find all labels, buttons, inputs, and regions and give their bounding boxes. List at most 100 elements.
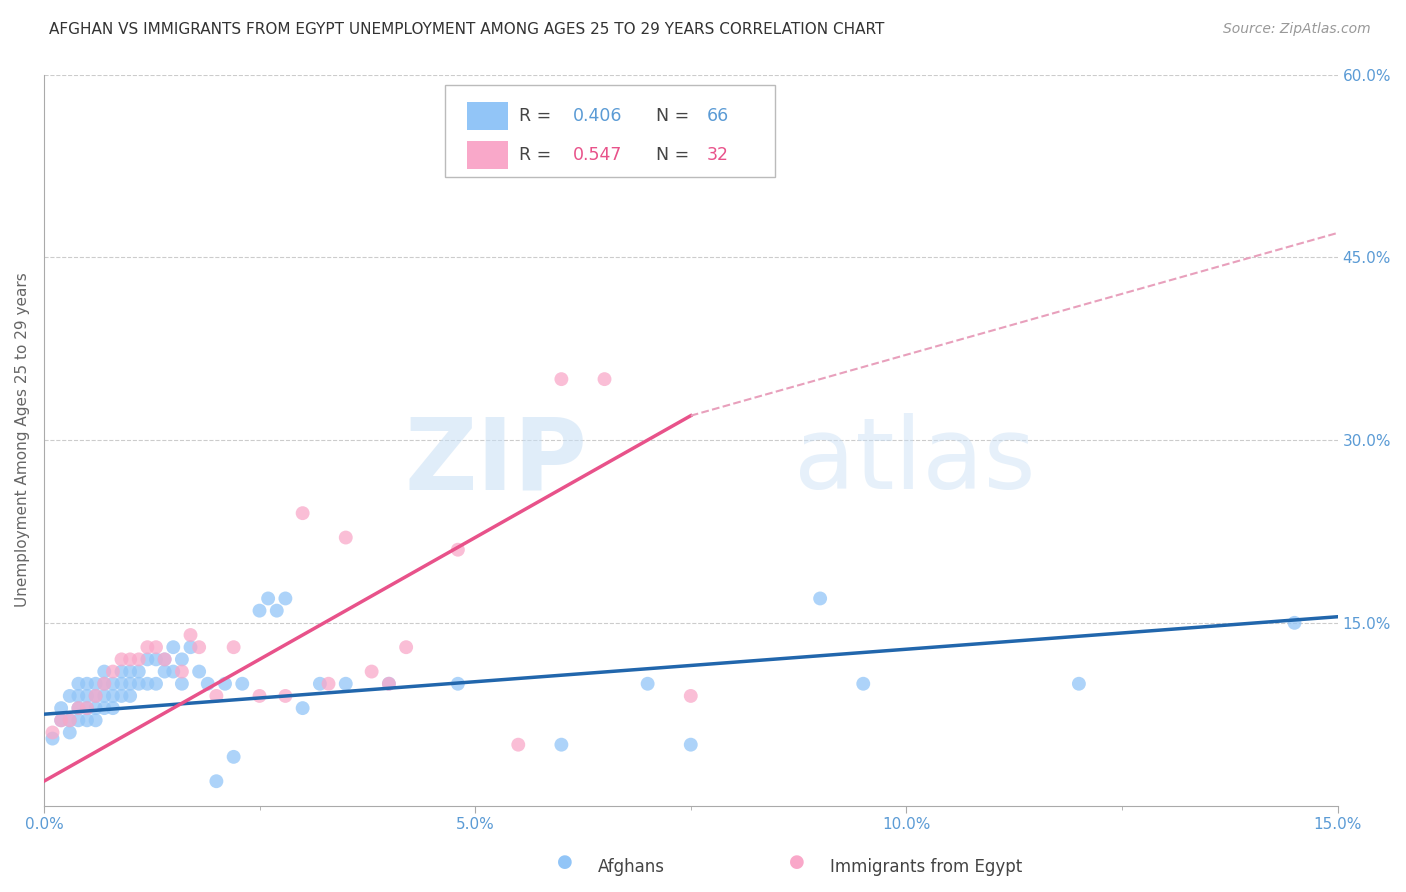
Point: [67, 677, 90, 691]
Point: [550, 372, 572, 386]
Point: [447, 677, 470, 691]
Point: [76, 689, 98, 703]
Point: [76, 714, 98, 728]
Point: [110, 652, 132, 666]
Point: [508, 738, 530, 752]
Point: [110, 689, 132, 703]
FancyBboxPatch shape: [467, 141, 509, 169]
Text: 0.406: 0.406: [574, 107, 623, 125]
Point: [136, 652, 159, 666]
Point: [110, 665, 132, 679]
Point: [679, 689, 702, 703]
FancyBboxPatch shape: [467, 103, 509, 130]
Point: [162, 665, 184, 679]
Point: [266, 604, 288, 618]
Point: [205, 774, 228, 789]
Point: [222, 749, 245, 764]
Point: [93, 677, 115, 691]
Point: [93, 665, 115, 679]
Point: [76, 701, 98, 715]
Point: [205, 689, 228, 703]
Point: [59, 725, 82, 739]
Point: [67, 714, 90, 728]
Point: [249, 689, 271, 703]
Point: [136, 640, 159, 655]
Point: [93, 701, 115, 715]
Point: [197, 677, 219, 691]
Point: [84, 689, 107, 703]
Point: [309, 677, 332, 691]
Point: [59, 714, 82, 728]
Point: [110, 677, 132, 691]
Point: [101, 689, 124, 703]
Point: [84, 689, 107, 703]
Point: [378, 677, 401, 691]
Point: [162, 640, 184, 655]
Point: [153, 652, 176, 666]
Point: [101, 665, 124, 679]
Point: [67, 689, 90, 703]
Point: [447, 542, 470, 557]
Point: [153, 652, 176, 666]
Point: [188, 665, 211, 679]
Point: [170, 652, 193, 666]
Point: [76, 677, 98, 691]
Point: [136, 677, 159, 691]
Point: [120, 689, 142, 703]
Point: [360, 665, 382, 679]
Point: [145, 652, 167, 666]
Point: [808, 591, 831, 606]
Point: [231, 677, 253, 691]
Point: [93, 689, 115, 703]
Point: [679, 738, 702, 752]
Point: [170, 677, 193, 691]
Point: [101, 701, 124, 715]
Point: [291, 506, 314, 520]
Point: [395, 640, 418, 655]
Point: [93, 677, 115, 691]
Point: [637, 677, 659, 691]
Point: [59, 714, 82, 728]
Point: [49, 714, 72, 728]
Point: [67, 701, 90, 715]
Text: AFGHAN VS IMMIGRANTS FROM EGYPT UNEMPLOYMENT AMONG AGES 25 TO 29 YEARS CORRELATI: AFGHAN VS IMMIGRANTS FROM EGYPT UNEMPLOY…: [49, 22, 884, 37]
Point: [120, 665, 142, 679]
Point: [145, 677, 167, 691]
Point: [335, 531, 357, 545]
Point: [378, 677, 401, 691]
Point: [67, 701, 90, 715]
FancyBboxPatch shape: [444, 86, 775, 177]
Point: [49, 714, 72, 728]
Point: [274, 591, 297, 606]
Point: [101, 677, 124, 691]
Text: R =: R =: [519, 107, 557, 125]
Point: [41, 731, 63, 746]
Point: [84, 677, 107, 691]
Point: [76, 701, 98, 715]
Point: [852, 677, 875, 691]
Point: [180, 628, 202, 642]
Text: N =: N =: [645, 145, 695, 164]
Point: [550, 738, 572, 752]
Text: ●: ●: [557, 854, 574, 871]
Point: [291, 701, 314, 715]
Text: 66: 66: [706, 107, 728, 125]
Point: [214, 677, 236, 691]
Point: [84, 714, 107, 728]
Point: [335, 677, 357, 691]
Text: 0.547: 0.547: [574, 145, 623, 164]
Point: [49, 701, 72, 715]
Text: ●: ●: [789, 854, 806, 871]
Point: [128, 665, 150, 679]
Point: [257, 591, 280, 606]
Text: 32: 32: [706, 145, 728, 164]
Point: [153, 665, 176, 679]
Text: Afghans: Afghans: [598, 858, 665, 876]
Point: [41, 725, 63, 739]
Point: [128, 652, 150, 666]
Point: [1067, 677, 1090, 691]
Point: [222, 640, 245, 655]
Point: [249, 604, 271, 618]
Point: [128, 677, 150, 691]
Point: [84, 701, 107, 715]
